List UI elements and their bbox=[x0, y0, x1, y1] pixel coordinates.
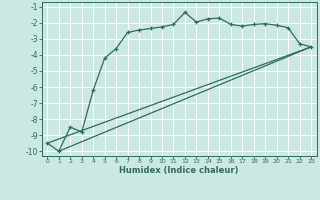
X-axis label: Humidex (Indice chaleur): Humidex (Indice chaleur) bbox=[119, 166, 239, 175]
